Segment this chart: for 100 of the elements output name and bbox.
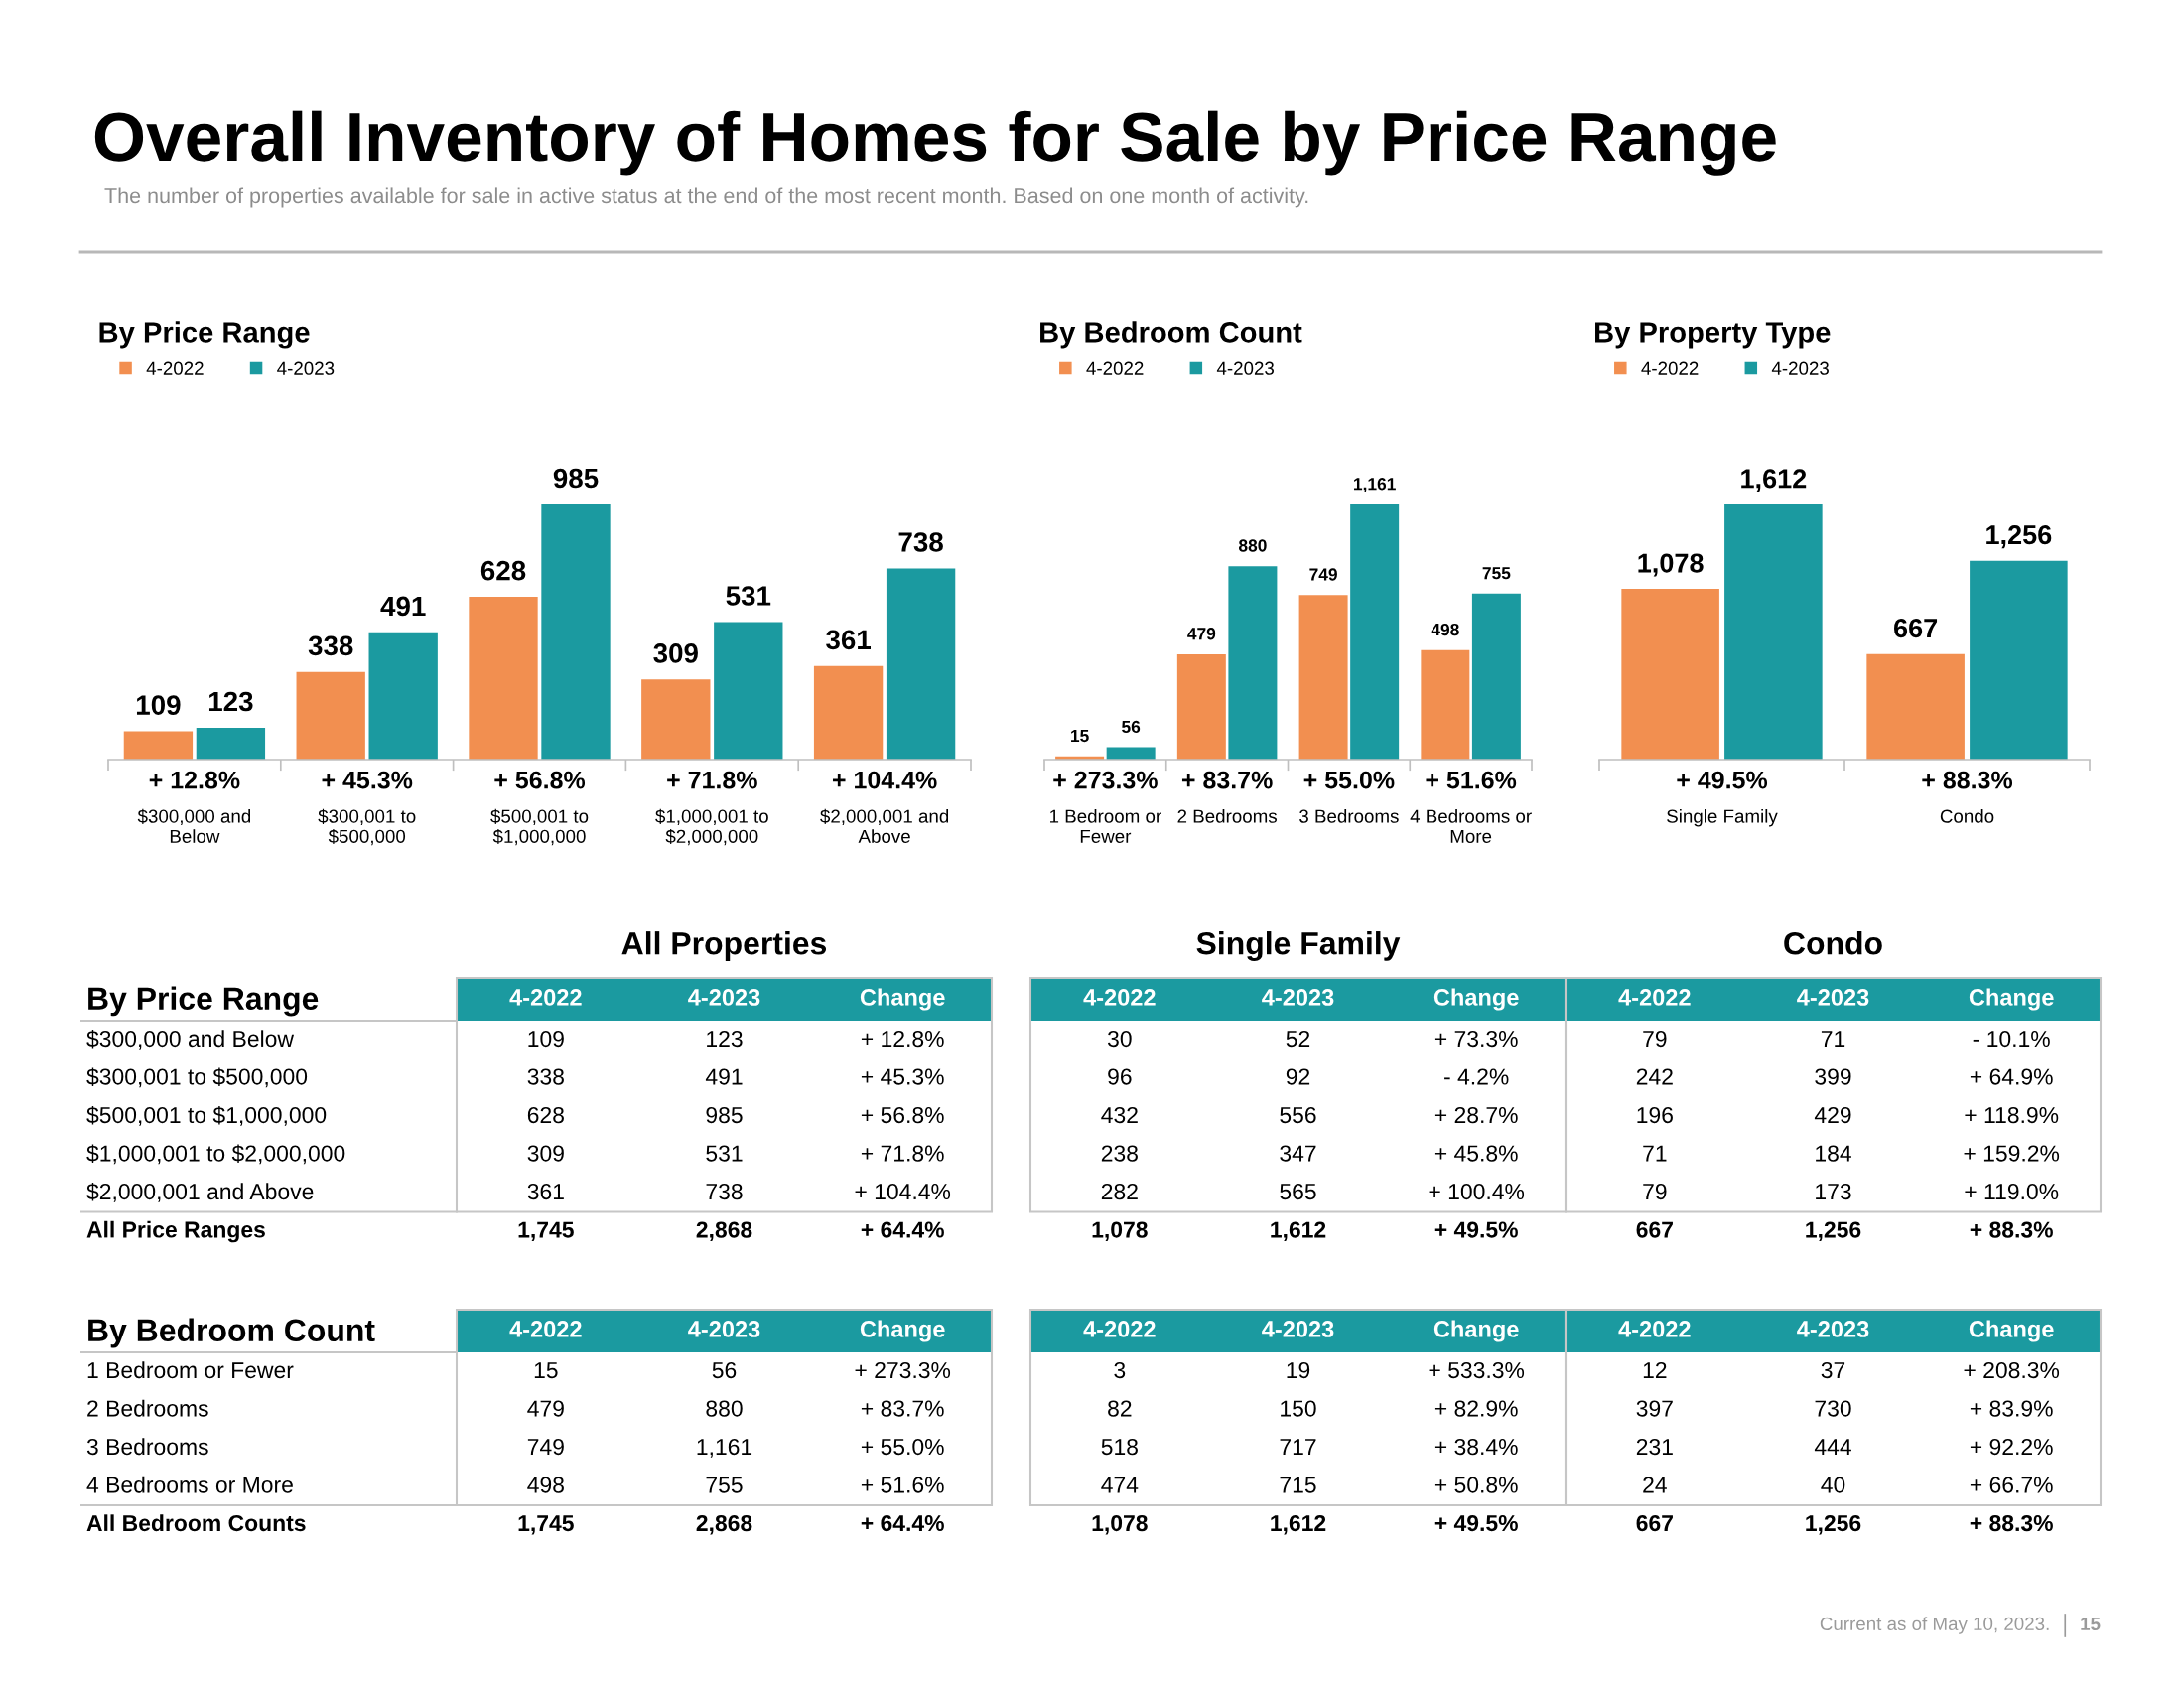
- category-label: $300,000 and Below: [86, 1029, 295, 1050]
- data-label: 429: [1814, 1106, 1851, 1124]
- data-label: + 88.3%: [1970, 1514, 2053, 1532]
- category-label: All Price Ranges: [86, 1220, 265, 1243]
- bar: [1421, 649, 1470, 760]
- x-tick-label: $300,000 and Below: [137, 808, 251, 843]
- text: 4-2023: [1262, 1321, 1334, 1337]
- text: + 55.0%: [1303, 771, 1395, 789]
- data-label: 444: [1814, 1439, 1851, 1455]
- category-label: 4 Bedrooms or More: [86, 1476, 293, 1493]
- data-label: 347: [1280, 1145, 1316, 1162]
- text: + 45.3%: [322, 771, 413, 789]
- data-label: + 92.2%: [1970, 1438, 2053, 1456]
- data-label: 749: [527, 1438, 564, 1456]
- data-label: 79: [1643, 1183, 1667, 1200]
- bar: [714, 622, 783, 760]
- chart-title: By Bedroom Count: [1040, 321, 1302, 349]
- chart-title: By Price Range: [99, 321, 310, 349]
- category-label: 1 Bedroom or Fewer: [87, 1361, 294, 1379]
- text: Change: [1969, 1320, 2054, 1342]
- data-label: 738: [898, 532, 943, 552]
- bar: [1970, 560, 2068, 760]
- data-label: 738: [706, 1183, 743, 1200]
- data-label: 1,256: [1986, 525, 2052, 549]
- bar: [123, 731, 194, 760]
- data-label: 82: [1108, 1400, 1132, 1417]
- legend-label: 4-2022: [1641, 361, 1699, 375]
- data-label: + 208.3%: [1964, 1361, 2060, 1379]
- data-label: 109: [528, 1030, 564, 1048]
- bar: [1724, 503, 1823, 760]
- data-label: 531: [706, 1145, 743, 1162]
- legend-label: 4-2022: [1086, 361, 1144, 375]
- data-label: 12: [1643, 1361, 1667, 1378]
- data-label: 338: [527, 1068, 564, 1085]
- data-label: 628: [527, 1106, 564, 1124]
- data-label: 79: [1643, 1030, 1667, 1048]
- text: Change: [1433, 1320, 1519, 1342]
- data-label: + 533.3%: [1429, 1361, 1525, 1379]
- data-label: 399: [1815, 1068, 1851, 1085]
- data-label: 361: [826, 630, 871, 650]
- data-label: + 159.2%: [1964, 1145, 2060, 1162]
- text: + 49.5%: [1677, 771, 1768, 789]
- text: + 12.8%: [149, 771, 240, 789]
- data-label: 491: [380, 596, 426, 617]
- text: + 273.3%: [1053, 771, 1158, 789]
- text: + 56.8%: [494, 771, 586, 789]
- text: Change: [860, 1320, 945, 1342]
- text: Condo: [1784, 931, 1882, 955]
- category-label: 2 Bedrooms: [87, 1399, 208, 1417]
- data-label: 1,256: [1806, 1221, 1861, 1241]
- data-label: 242: [1636, 1068, 1673, 1085]
- text: Change: [1433, 988, 1519, 1011]
- data-label: 2,868: [696, 1514, 752, 1535]
- data-label: 231: [1636, 1438, 1673, 1456]
- data-label: 880: [1238, 539, 1267, 552]
- data-label: 628: [480, 560, 526, 581]
- x-tick-label: $300,001 to $500,000: [318, 808, 416, 846]
- text: 4-2023: [1262, 989, 1334, 1006]
- data-label: 985: [553, 468, 599, 489]
- category-label: $300,001 to $500,000: [86, 1067, 308, 1088]
- bar: [1228, 566, 1278, 760]
- data-label: + 118.9%: [1965, 1106, 2059, 1124]
- category-label: All Bedroom Counts: [86, 1514, 306, 1532]
- data-label: 71: [1821, 1031, 1845, 1047]
- text: Change: [860, 988, 945, 1011]
- data-label: + 12.8%: [861, 1030, 944, 1048]
- legend-label: 4-2023: [1216, 361, 1275, 375]
- data-label: + 64.9%: [1970, 1068, 2053, 1085]
- category-label: $2,000,001 and Above: [86, 1182, 314, 1202]
- text: 4-2022: [1618, 989, 1691, 1006]
- category-label: $500,001 to $1,000,000: [86, 1105, 327, 1126]
- data-label: 1,078: [1092, 1514, 1148, 1535]
- data-label: 40: [1821, 1477, 1845, 1493]
- data-label: 1,161: [697, 1438, 752, 1458]
- x-tick-label: 4 Bedrooms or More: [1410, 809, 1532, 843]
- data-label: 667: [1636, 1221, 1673, 1238]
- data-label: 282: [1101, 1183, 1138, 1200]
- data-label: 556: [1280, 1106, 1316, 1124]
- data-label: 309: [653, 643, 698, 663]
- legend-label: 4-2022: [146, 361, 204, 375]
- data-label: + 73.3%: [1434, 1030, 1518, 1048]
- data-label: + 64.4%: [861, 1514, 944, 1532]
- data-label: 1,256: [1806, 1514, 1861, 1535]
- data-label: 184: [1816, 1145, 1851, 1162]
- data-label: 985: [706, 1106, 743, 1124]
- text: Single Family: [1196, 931, 1401, 961]
- data-label: + 71.8%: [861, 1145, 944, 1162]
- data-label: 338: [308, 635, 353, 656]
- data-label: + 119.0%: [1965, 1183, 2059, 1200]
- data-label: 474: [1101, 1477, 1139, 1493]
- data-label: 715: [1280, 1477, 1316, 1493]
- text: 4-2022: [1618, 1321, 1691, 1337]
- data-label: 531: [726, 586, 771, 606]
- data-label: 309: [527, 1145, 564, 1162]
- data-label: 1,078: [1638, 553, 1704, 577]
- text: 4-2022: [1083, 1321, 1156, 1337]
- data-label: 56: [1122, 720, 1141, 734]
- data-label: 238: [1101, 1145, 1138, 1162]
- x-tick-label: $500,001 to $1,000,000: [490, 808, 589, 846]
- data-label: 123: [208, 691, 253, 712]
